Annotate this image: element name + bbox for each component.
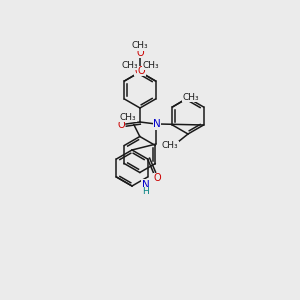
- Text: CH₃: CH₃: [182, 92, 199, 101]
- Text: O: O: [136, 48, 144, 58]
- Text: CH₃: CH₃: [142, 61, 159, 70]
- Text: O: O: [117, 120, 125, 130]
- Text: O: O: [138, 66, 145, 76]
- Text: N: N: [153, 119, 161, 129]
- Text: CH₃: CH₃: [119, 113, 136, 122]
- Text: N: N: [142, 180, 149, 190]
- Text: CH₃: CH₃: [121, 61, 138, 70]
- Text: O: O: [154, 173, 161, 183]
- Text: H: H: [142, 188, 149, 196]
- Text: CH₃: CH₃: [132, 41, 148, 50]
- Text: O: O: [135, 66, 142, 76]
- Text: CH₃: CH₃: [162, 142, 178, 151]
